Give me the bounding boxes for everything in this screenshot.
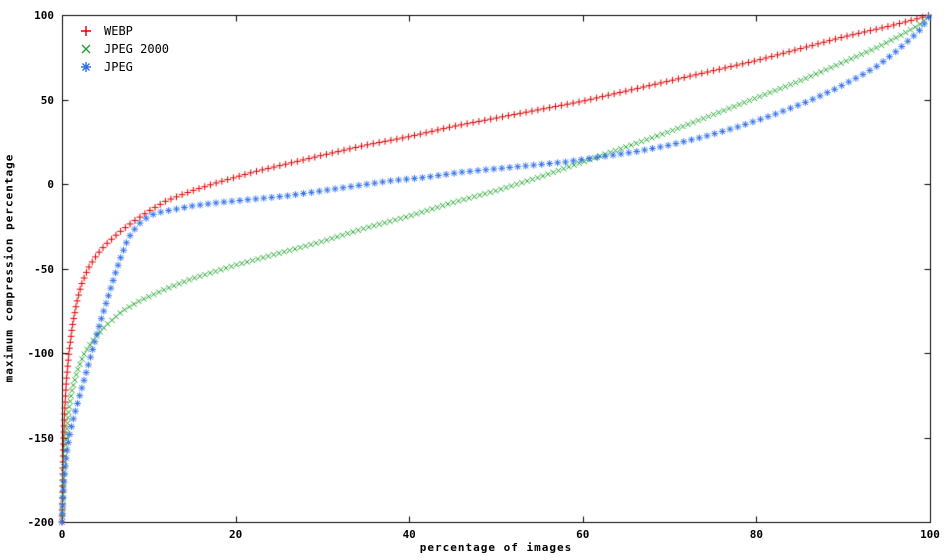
y-tick-label: -150 [27, 431, 55, 445]
plus-marker-icon [78, 24, 94, 38]
legend: WEBP JPEG 2000 JPEG [78, 22, 169, 76]
y-tick-label: 100 [34, 9, 54, 22]
y-tick-label: -50 [34, 262, 54, 276]
x-tick-label: 60 [576, 528, 590, 541]
legend-item-webp: WEBP [78, 22, 169, 40]
legend-label: JPEG [104, 60, 133, 74]
y-tick-label: 50 [40, 93, 54, 107]
legend-label: WEBP [104, 24, 133, 38]
legend-item-jpeg: JPEG [78, 58, 169, 76]
x-tick-label: 0 [58, 528, 66, 541]
x-tick-label: 20 [228, 528, 243, 541]
x-tick-label: 40 [402, 528, 416, 541]
x-tick-label: 80 [749, 528, 764, 541]
legend-item-jpeg2000: JPEG 2000 [78, 40, 169, 58]
y-tick-label: -100 [27, 347, 55, 360]
y-axis-title: maximum compression percentage [2, 153, 16, 383]
cross-marker-icon [78, 42, 94, 56]
x-tick-label: 100 [920, 528, 940, 541]
y-tick-label: 0 [47, 178, 54, 191]
asterisk-marker-icon [78, 60, 94, 74]
x-axis-title: percentage of images [419, 541, 573, 554]
legend-label: JPEG 2000 [104, 42, 170, 56]
y-tick-label: -200 [27, 516, 55, 529]
